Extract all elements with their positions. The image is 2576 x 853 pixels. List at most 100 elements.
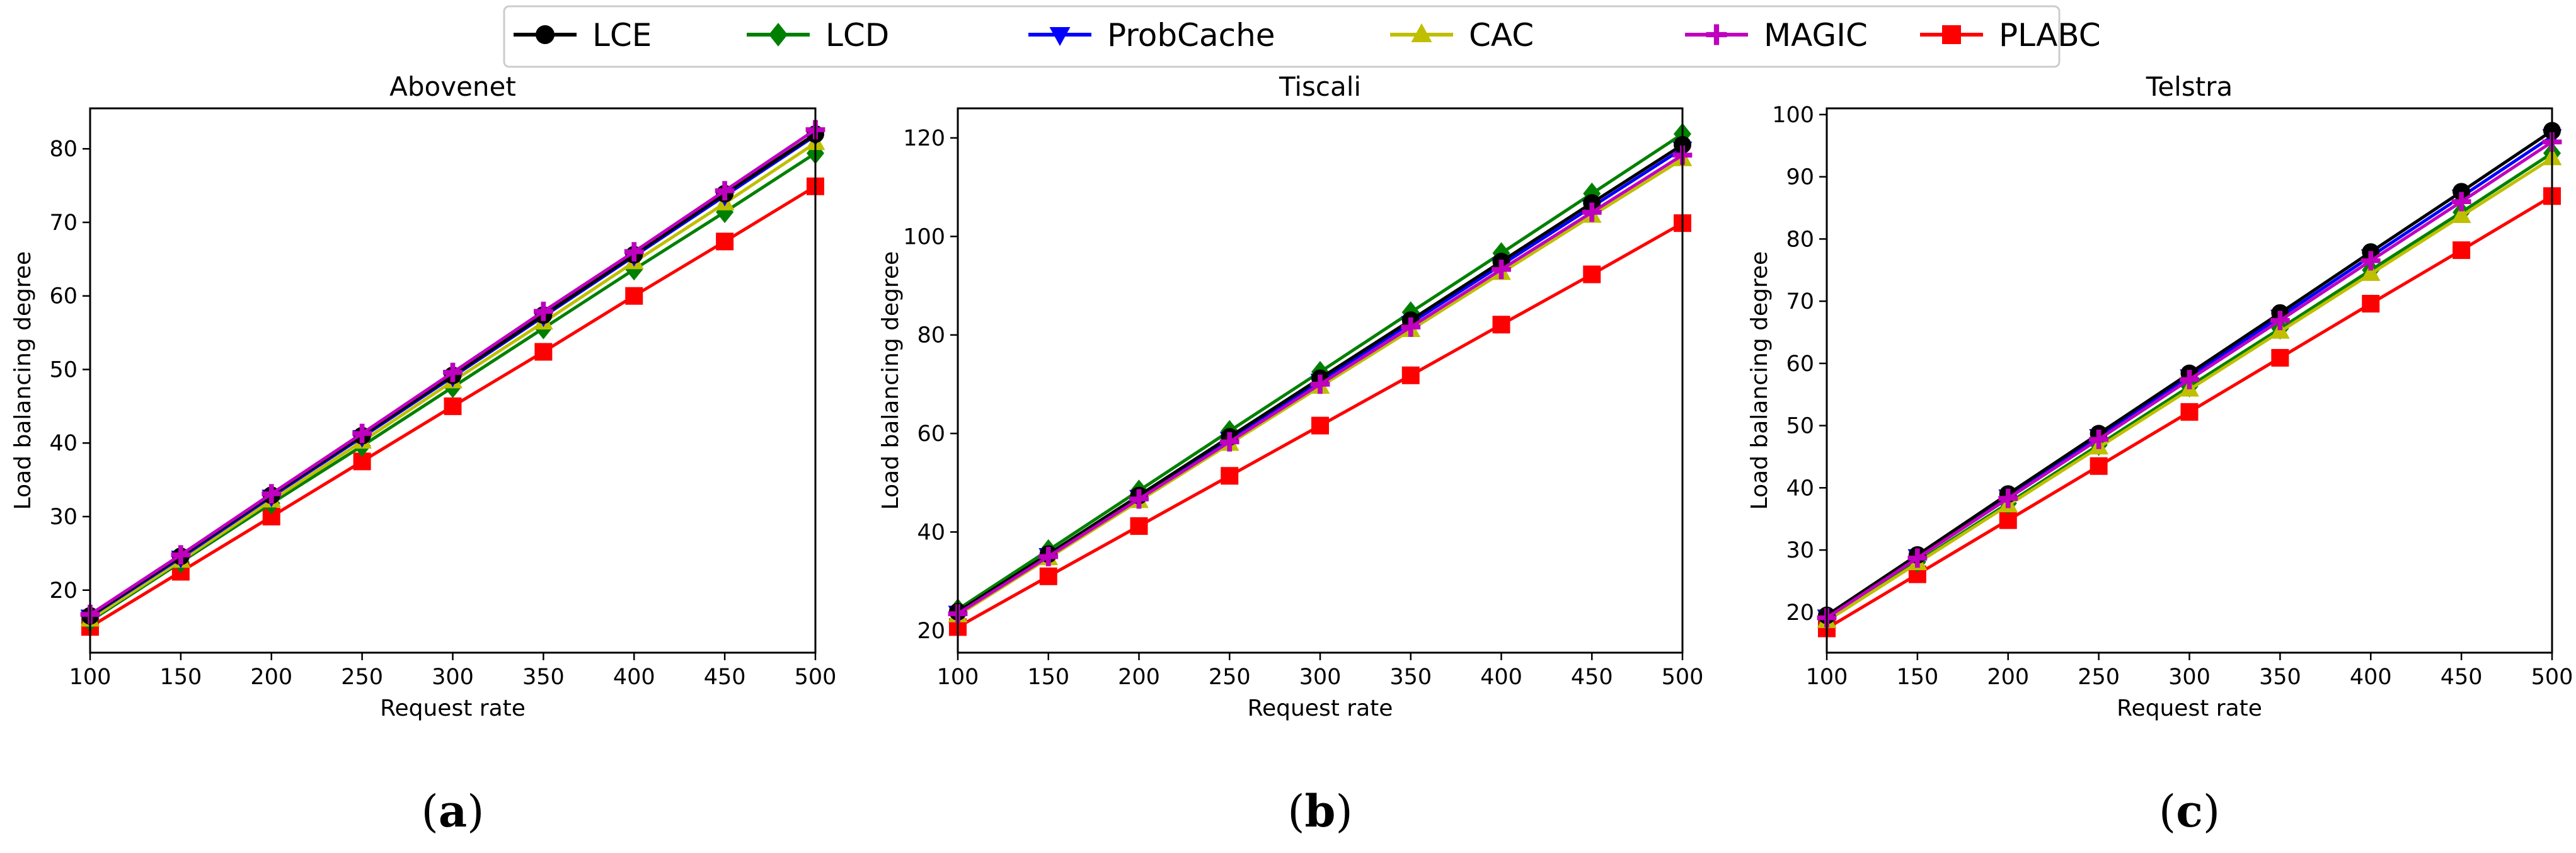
legend: LCE LCD ProbCache CAC MAGIC PLABC	[503, 5, 2101, 68]
chart-panel-tiscali: Tiscali 100 150 200 250 300 350 400 450 500 20 40 60…	[878, 71, 1703, 837]
data-point-plabc	[1130, 517, 1148, 535]
y-tick-label: 30	[49, 505, 78, 530]
legend-entry-lcd: LCD	[747, 17, 889, 54]
x-tick-label: 250	[341, 665, 383, 690]
subfigure-letter: c	[2176, 785, 2203, 837]
x-tick-label: 400	[613, 665, 655, 690]
x-tick-label: 200	[1118, 665, 1160, 690]
data-point-plabc	[444, 397, 462, 415]
y-tick-label: 50	[49, 357, 78, 382]
data-point-plabc	[2090, 457, 2108, 475]
subfigure-letter: a	[439, 785, 467, 837]
x-tick-label: 350	[522, 665, 565, 690]
legend-label-lcd: LCD	[825, 17, 889, 54]
y-axis-label: Load balancing degree	[1747, 251, 1773, 510]
x-tick-label: 500	[1662, 665, 1704, 690]
data-point-plabc	[625, 287, 643, 305]
chart-title: Telstra	[2146, 71, 2233, 102]
series-plabc	[1818, 187, 2561, 638]
subfigure-close-paren: )	[467, 786, 484, 837]
legend-entry-cac: CAC	[1390, 17, 1534, 54]
data-point-magic	[2180, 370, 2199, 389]
data-point-plabc	[1492, 316, 1510, 334]
legend-marker-plabc	[1942, 25, 1961, 44]
legend-label-lce: LCE	[592, 17, 652, 54]
x-tick-label: 100	[1806, 665, 1848, 690]
x-tick-label: 100	[69, 665, 112, 690]
data-point-magic	[1219, 432, 1239, 452]
x-tick-label: 200	[250, 665, 292, 690]
data-point-magic	[2360, 251, 2381, 271]
x-tick-label: 300	[1299, 665, 1342, 690]
data-point-magic	[443, 362, 463, 382]
y-tick-label: 80	[917, 323, 945, 348]
y-tick-label: 50	[1786, 414, 1814, 439]
subfigure-open-paren: (	[1287, 786, 1304, 837]
legend-entry-magic: MAGIC	[1685, 17, 1868, 54]
legend-marker-cac	[1411, 23, 1432, 42]
x-tick-label: 100	[937, 665, 979, 690]
y-tick-label: 90	[1786, 165, 1814, 190]
y-tick-label: 20	[1786, 600, 1814, 626]
data-point-magic	[2089, 429, 2109, 449]
data-point-plabc	[534, 343, 553, 361]
legend-marker-probcache	[1049, 27, 1071, 46]
y-axis-label: Load balancing degree	[878, 251, 904, 510]
subfigure-label: (b)	[1287, 785, 1353, 837]
data-point-plabc	[1583, 265, 1601, 283]
series-magic	[80, 120, 825, 624]
y-tick-label: 100	[903, 224, 945, 249]
data-point-cac	[2360, 263, 2381, 281]
axes-frame	[89, 107, 817, 654]
data-point-magic	[715, 181, 735, 201]
data-point-magic	[1310, 374, 1330, 394]
y-tick-label: 120	[903, 126, 945, 151]
plot-area	[948, 123, 1693, 636]
plot-area	[1817, 122, 2562, 638]
data-point-magic	[1038, 547, 1059, 566]
data-point-magic	[171, 545, 191, 565]
legend-label-probcache: ProbCache	[1107, 17, 1275, 54]
subfigure-open-paren: (	[422, 786, 439, 837]
y-tick-label: 40	[1786, 476, 1814, 501]
data-point-plabc	[2271, 348, 2289, 367]
chart-panel-telstra: Telstra 100 150 200 250 300 350 400 450 500 20 30 40…	[1747, 71, 2573, 837]
legend-marker-magic	[1706, 24, 1727, 45]
data-point-magic	[352, 423, 372, 444]
x-tick-label: 150	[159, 665, 202, 690]
data-point-plabc	[2452, 241, 2471, 260]
series-plabc	[949, 214, 1691, 636]
x-tick-label: 300	[432, 665, 474, 690]
axes-frame	[1826, 107, 2553, 654]
x-tick-label: 350	[1389, 665, 1432, 690]
x-tick-label: 250	[1209, 665, 1251, 690]
data-point-magic	[1907, 548, 1928, 568]
x-tick-label: 300	[2168, 665, 2211, 690]
data-point-magic	[624, 242, 644, 262]
axes-frame	[957, 107, 1684, 654]
y-axis-label: Load balancing degree	[10, 251, 36, 510]
x-tick-label: 400	[1480, 665, 1522, 690]
y-tick-label: 80	[1786, 227, 1814, 252]
data-point-magic	[1401, 317, 1421, 337]
legend-label-cac: CAC	[1469, 17, 1534, 54]
data-point-magic	[262, 484, 282, 504]
chart-title: Abovenet	[389, 71, 516, 102]
legend-label-magic: MAGIC	[1764, 17, 1868, 54]
chart-title: Tiscali	[1279, 71, 1361, 102]
chart-panel-abovenet: Abovenet 100 150 200 250 300 350 400 450 500 20 30 4…	[10, 71, 836, 837]
y-tick-label: 80	[49, 137, 78, 162]
data-point-magic	[533, 301, 553, 321]
data-point-plabc	[1221, 467, 1239, 485]
y-tick-label: 60	[49, 284, 78, 309]
x-tick-label: 400	[2350, 665, 2392, 690]
subfigure-close-paren: )	[1335, 786, 1352, 837]
x-tick-label: 500	[795, 665, 837, 690]
x-axis-label: Request rate	[2117, 696, 2262, 721]
y-tick-label: 70	[1786, 289, 1814, 314]
x-tick-label: 250	[2078, 665, 2120, 690]
data-point-magic	[1582, 202, 1602, 222]
series-cac	[1817, 147, 2562, 628]
legend-entry-plabc: PLABC	[1920, 17, 2101, 54]
